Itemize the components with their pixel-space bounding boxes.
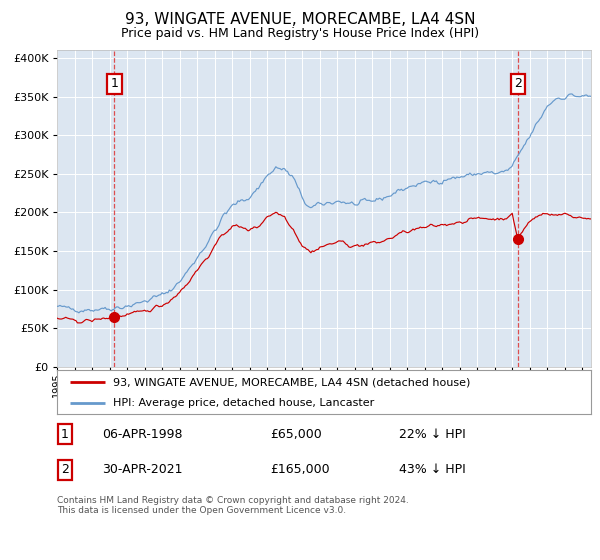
Text: 93, WINGATE AVENUE, MORECAMBE, LA4 4SN (detached house): 93, WINGATE AVENUE, MORECAMBE, LA4 4SN (…: [113, 377, 470, 387]
Text: HPI: Average price, detached house, Lancaster: HPI: Average price, detached house, Lanc…: [113, 398, 374, 408]
Text: 2: 2: [61, 464, 69, 477]
Text: £65,000: £65,000: [271, 428, 322, 441]
Text: 06-APR-1998: 06-APR-1998: [103, 428, 183, 441]
Text: 22% ↓ HPI: 22% ↓ HPI: [399, 428, 466, 441]
Text: 43% ↓ HPI: 43% ↓ HPI: [399, 464, 466, 477]
Text: 1: 1: [61, 428, 69, 441]
Text: £165,000: £165,000: [271, 464, 330, 477]
Text: 30-APR-2021: 30-APR-2021: [103, 464, 183, 477]
Text: Contains HM Land Registry data © Crown copyright and database right 2024.
This d: Contains HM Land Registry data © Crown c…: [57, 496, 409, 515]
Text: 2: 2: [514, 77, 522, 90]
Text: 1: 1: [110, 77, 118, 90]
Text: Price paid vs. HM Land Registry's House Price Index (HPI): Price paid vs. HM Land Registry's House …: [121, 27, 479, 40]
Text: 93, WINGATE AVENUE, MORECAMBE, LA4 4SN: 93, WINGATE AVENUE, MORECAMBE, LA4 4SN: [125, 12, 475, 27]
